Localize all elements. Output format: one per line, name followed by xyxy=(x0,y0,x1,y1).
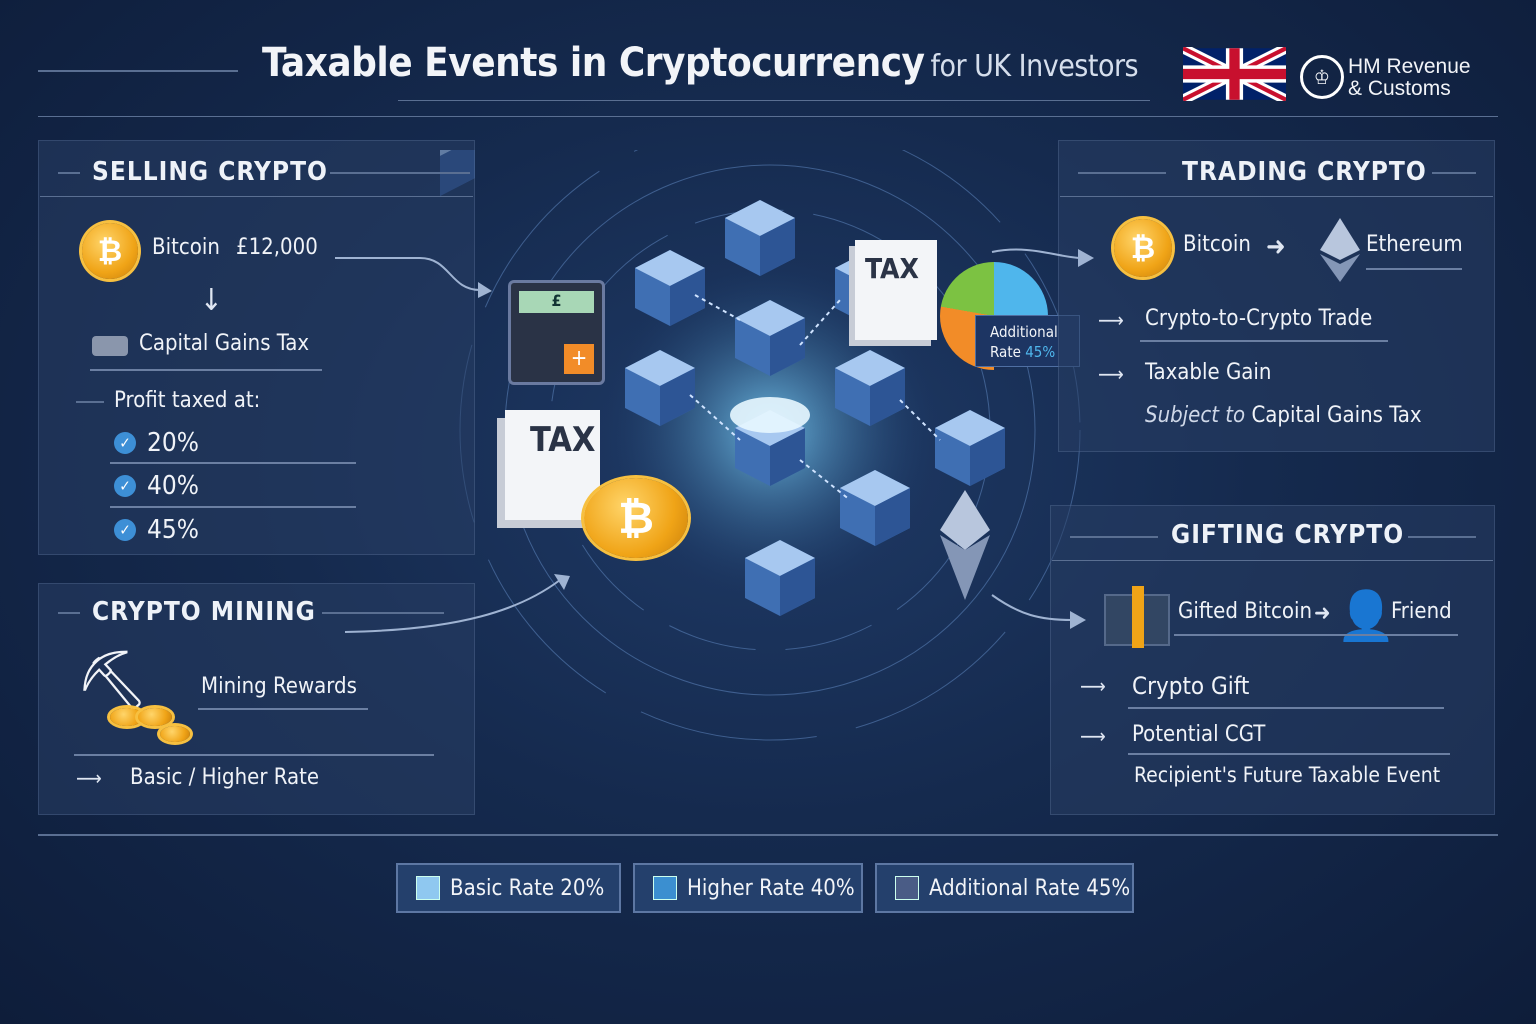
divider xyxy=(1128,707,1444,709)
divider xyxy=(74,754,434,756)
heading-underline xyxy=(1060,196,1493,197)
bitcoin-icon: ₿ xyxy=(82,223,138,279)
crypto-mining-panel xyxy=(38,583,475,815)
calculator-icon: £ + xyxy=(508,280,605,385)
divider xyxy=(110,462,356,464)
ethereum-icon xyxy=(1320,218,1360,282)
gifting-heading: GIFTING CRYPTO xyxy=(1171,520,1405,550)
flow-arrow xyxy=(344,574,570,633)
check-icon: ✓ xyxy=(114,475,136,497)
right-arrow-icon: ⟶ xyxy=(1098,362,1124,386)
gold-coin-icon xyxy=(138,708,172,726)
hmrc-logo: HM Revenue & Customs xyxy=(1348,55,1471,100)
divider xyxy=(110,506,356,508)
trade-to-label: Ethereum xyxy=(1366,232,1463,257)
subject-to-label: Subject to Capital Gains Tax xyxy=(1145,403,1422,428)
heading-rule xyxy=(322,612,444,614)
selling-amount: £12,000 xyxy=(236,235,318,260)
gifted-bitcoin-label: Gifted Bitcoin xyxy=(1178,599,1313,624)
tax-document-icon: TAX xyxy=(505,410,600,520)
page-title: Taxable Events in Cryptocurrency for UK I… xyxy=(262,40,1139,86)
header-bottom-divider xyxy=(38,116,1498,117)
heading-rule xyxy=(330,172,470,174)
pickaxe-coins-icon: ⛏ xyxy=(75,646,149,714)
bitcoin-coin-icon: ₿ xyxy=(584,478,688,558)
rate-20: 20% xyxy=(147,428,199,458)
divider xyxy=(90,369,322,371)
bitcoin-icon: ₿ xyxy=(1114,219,1172,277)
heading-rule xyxy=(1070,536,1158,538)
crypto-gift-label: Crypto Gift xyxy=(1132,672,1250,700)
right-arrow-icon: ⟶ xyxy=(1098,308,1124,332)
mining-rewards-label: Mining Rewards xyxy=(201,674,357,699)
money-icon xyxy=(92,336,128,356)
legend-basic-rate: Basic Rate 20% xyxy=(396,863,621,913)
tax-document-icon: TAX xyxy=(855,240,937,340)
heading-rule xyxy=(58,612,80,614)
trade-from-label: Bitcoin xyxy=(1183,232,1251,257)
heading-rule xyxy=(1432,172,1476,174)
page-subtitle: for UK Investors xyxy=(930,49,1139,84)
trading-heading: TRADING CRYPTO xyxy=(1182,157,1427,187)
right-arrow-icon: ⟶ xyxy=(1080,674,1106,698)
heading-rule xyxy=(1078,172,1166,174)
footer-divider xyxy=(38,834,1498,836)
capital-gains-tax-label: Capital Gains Tax xyxy=(139,331,310,356)
mining-heading: CRYPTO MINING xyxy=(92,597,316,627)
legend-additional-rate: Additional Rate 45% xyxy=(875,863,1134,913)
gift-box-icon xyxy=(1104,586,1170,648)
uk-flag-icon xyxy=(1183,47,1286,101)
heading-underline xyxy=(40,196,473,197)
right-arrow-icon: ➜ xyxy=(1266,232,1286,262)
rate-45: 45% xyxy=(147,515,199,545)
legend-swatch xyxy=(653,876,677,900)
crypto-trade-label: Crypto-to-Crypto Trade xyxy=(1145,306,1373,331)
divider xyxy=(198,708,368,710)
profit-taxed-label: Profit taxed at: xyxy=(114,388,261,413)
future-taxable-event-label: Recipient's Future Taxable Event xyxy=(1134,763,1441,787)
down-arrow-icon: ↓ xyxy=(200,283,223,318)
right-arrow-icon: ⟶ xyxy=(76,766,102,790)
trading-crypto-panel xyxy=(1058,140,1495,452)
divider xyxy=(1366,268,1462,270)
check-icon: ✓ xyxy=(114,519,136,541)
flow-arrow xyxy=(991,594,1086,629)
rate-40: 40% xyxy=(147,471,199,501)
gold-coin-icon xyxy=(110,708,144,726)
bullet-dash xyxy=(76,401,104,403)
divider xyxy=(1128,753,1450,755)
gifting-crypto-panel xyxy=(1050,505,1495,815)
potential-cgt-label: Potential CGT xyxy=(1132,722,1266,747)
selling-heading: SELLING CRYPTO xyxy=(92,157,328,187)
gold-coin-icon xyxy=(160,726,190,742)
recipient-label: Friend xyxy=(1391,599,1452,624)
flow-arrow xyxy=(335,257,492,298)
legend-swatch xyxy=(416,876,440,900)
hmrc-crest-icon: ♔ xyxy=(1300,55,1344,99)
heading-rule xyxy=(1408,536,1476,538)
legend-higher-rate: Higher Rate 40% xyxy=(633,863,863,913)
legend-swatch xyxy=(895,876,919,900)
header-divider xyxy=(38,70,238,72)
heading-rule xyxy=(58,172,80,174)
mining-rate-label: Basic / Higher Rate xyxy=(130,765,320,790)
title-underline xyxy=(398,100,1150,101)
flow-arrow xyxy=(991,248,1094,267)
taxable-gain-label: Taxable Gain xyxy=(1145,360,1272,385)
selling-coin-label: Bitcoin xyxy=(152,235,220,260)
divider xyxy=(1174,634,1458,636)
right-arrow-icon: ➜ xyxy=(1314,601,1331,626)
right-arrow-icon: ⟶ xyxy=(1080,724,1106,748)
divider xyxy=(1140,340,1388,342)
heading-underline xyxy=(1052,560,1493,561)
check-icon: ✓ xyxy=(114,432,136,454)
